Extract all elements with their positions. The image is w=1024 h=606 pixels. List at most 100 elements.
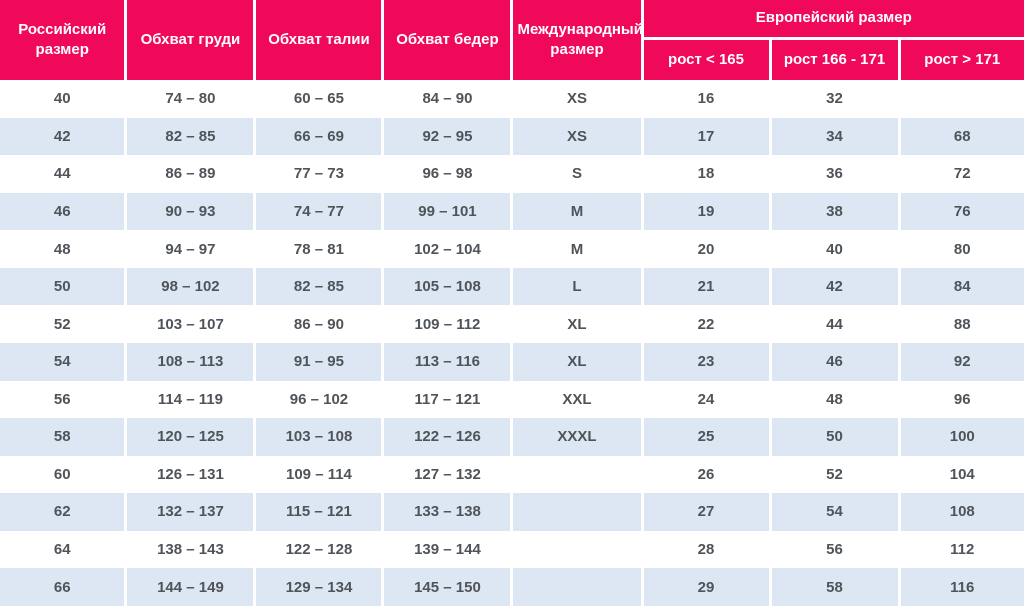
cell: 144 – 149	[125, 568, 257, 606]
cell: 36	[770, 155, 901, 193]
cell: 116	[899, 568, 1024, 606]
cell: 52	[770, 455, 901, 494]
cell: 103 – 107	[125, 305, 257, 343]
cell: 52	[0, 305, 128, 343]
cell: 66 – 69	[254, 117, 385, 156]
table-row: 46 90 – 93 74 – 77 99 – 101 M 19 38 76	[0, 192, 1024, 231]
cell: 82 – 85	[125, 117, 257, 156]
cell: 40	[0, 80, 128, 118]
cell: XS	[511, 80, 644, 118]
col-header-chest: Обхват груди	[125, 0, 257, 80]
cell: 112	[899, 530, 1024, 569]
cell: 109 – 112	[382, 305, 514, 343]
cell: 18	[642, 155, 772, 193]
table-row: 44 86 – 89 77 – 73 96 – 98 S 18 36 72	[0, 155, 1024, 193]
cell: 126 – 131	[125, 455, 257, 494]
cell: 133 – 138	[382, 493, 514, 531]
cell: 113 – 116	[382, 342, 514, 381]
cell: 127 – 132	[382, 455, 514, 494]
cell: 77 – 73	[254, 155, 385, 193]
cell: 145 – 150	[382, 568, 514, 606]
cell	[511, 530, 644, 569]
table-row: 58 120 – 125 103 – 108 122 – 126 XXXL 25 50 100	[0, 418, 1024, 456]
cell: 96 – 98	[382, 155, 514, 193]
cell: XL	[511, 305, 644, 343]
cell: 139 – 144	[382, 530, 514, 569]
cell	[511, 493, 644, 531]
cell: 76	[899, 192, 1024, 231]
cell: 38	[770, 192, 901, 231]
cell: 74 – 77	[254, 192, 385, 231]
cell: 122 – 128	[254, 530, 385, 569]
cell: 88	[899, 305, 1024, 343]
cell: 44	[770, 305, 901, 343]
cell: 74 – 80	[125, 80, 257, 118]
cell: 23	[642, 342, 772, 381]
cell: 96	[899, 380, 1024, 419]
cell: 32	[770, 80, 901, 118]
cell: 20	[642, 230, 772, 268]
cell: 56	[0, 380, 128, 419]
cell: 129 – 134	[254, 568, 385, 606]
cell: XXL	[511, 380, 644, 419]
table-row: 60 126 – 131 109 – 114 127 – 132 26 52 104	[0, 455, 1024, 494]
col-header-height-lt-165: рост < 165	[642, 38, 772, 80]
cell: 34	[770, 117, 901, 156]
cell: 132 – 137	[125, 493, 257, 531]
table-row: 42 82 – 85 66 – 69 92 – 95 XS 17 34 68	[0, 117, 1024, 156]
cell: 102 – 104	[382, 230, 514, 268]
col-header-european-size: Европейский размер	[642, 0, 1024, 40]
cell: 60 – 65	[254, 80, 385, 118]
cell: XS	[511, 117, 644, 156]
table-header: Российский размер Обхват груди Обхват та…	[0, 0, 1024, 80]
cell: 117 – 121	[382, 380, 514, 419]
cell: 90 – 93	[125, 192, 257, 231]
cell: 29	[642, 568, 772, 606]
col-header-hips: Обхват бедер	[382, 0, 514, 80]
cell: 122 – 126	[382, 418, 514, 456]
cell: 68	[899, 117, 1024, 156]
cell: 72	[899, 155, 1024, 193]
cell: 96 – 102	[254, 380, 385, 419]
cell: 42	[0, 117, 128, 156]
table-row: 48 94 – 97 78 – 81 102 – 104 M 20 40 80	[0, 230, 1024, 268]
table-header-row-top: Российский размер Обхват груди Обхват та…	[0, 0, 1024, 80]
cell: 86 – 89	[125, 155, 257, 193]
cell: 84	[899, 267, 1024, 306]
cell: 26	[642, 455, 772, 494]
table-row: 50 98 – 102 82 – 85 105 – 108 L 21 42 84	[0, 267, 1024, 306]
table-header-row-sub: рост < 165 рост 166 - 171 рост > 171	[0, 38, 1024, 80]
table-row: 40 74 – 80 60 – 65 84 – 90 XS 16 32	[0, 80, 1024, 118]
cell: 60	[0, 455, 128, 494]
cell	[511, 568, 644, 606]
cell: 54	[770, 493, 901, 531]
cell: L	[511, 267, 644, 306]
cell: 108 – 113	[125, 342, 257, 381]
cell: 58	[770, 568, 901, 606]
cell: 78 – 81	[254, 230, 385, 268]
cell: XXXL	[511, 418, 644, 456]
cell: 100	[899, 418, 1024, 456]
cell: 40	[770, 230, 901, 268]
cell: 109 – 114	[254, 455, 385, 494]
col-header-height-166-171: рост 166 - 171	[770, 38, 901, 80]
cell: 24	[642, 380, 772, 419]
cell: 138 – 143	[125, 530, 257, 569]
table-row: 64 138 – 143 122 – 128 139 – 144 28 56 112	[0, 530, 1024, 569]
table-row: 62 132 – 137 115 – 121 133 – 138 27 54 108	[0, 493, 1024, 531]
cell	[511, 455, 644, 494]
cell: 54	[0, 342, 128, 381]
cell: 84 – 90	[382, 80, 514, 118]
cell: 62	[0, 493, 128, 531]
cell: 105 – 108	[382, 267, 514, 306]
cell: 103 – 108	[254, 418, 385, 456]
cell: 82 – 85	[254, 267, 385, 306]
cell: 28	[642, 530, 772, 569]
cell: 17	[642, 117, 772, 156]
cell: 48	[770, 380, 901, 419]
cell: 108	[899, 493, 1024, 531]
cell: 91 – 95	[254, 342, 385, 381]
cell: 44	[0, 155, 128, 193]
cell: 27	[642, 493, 772, 531]
